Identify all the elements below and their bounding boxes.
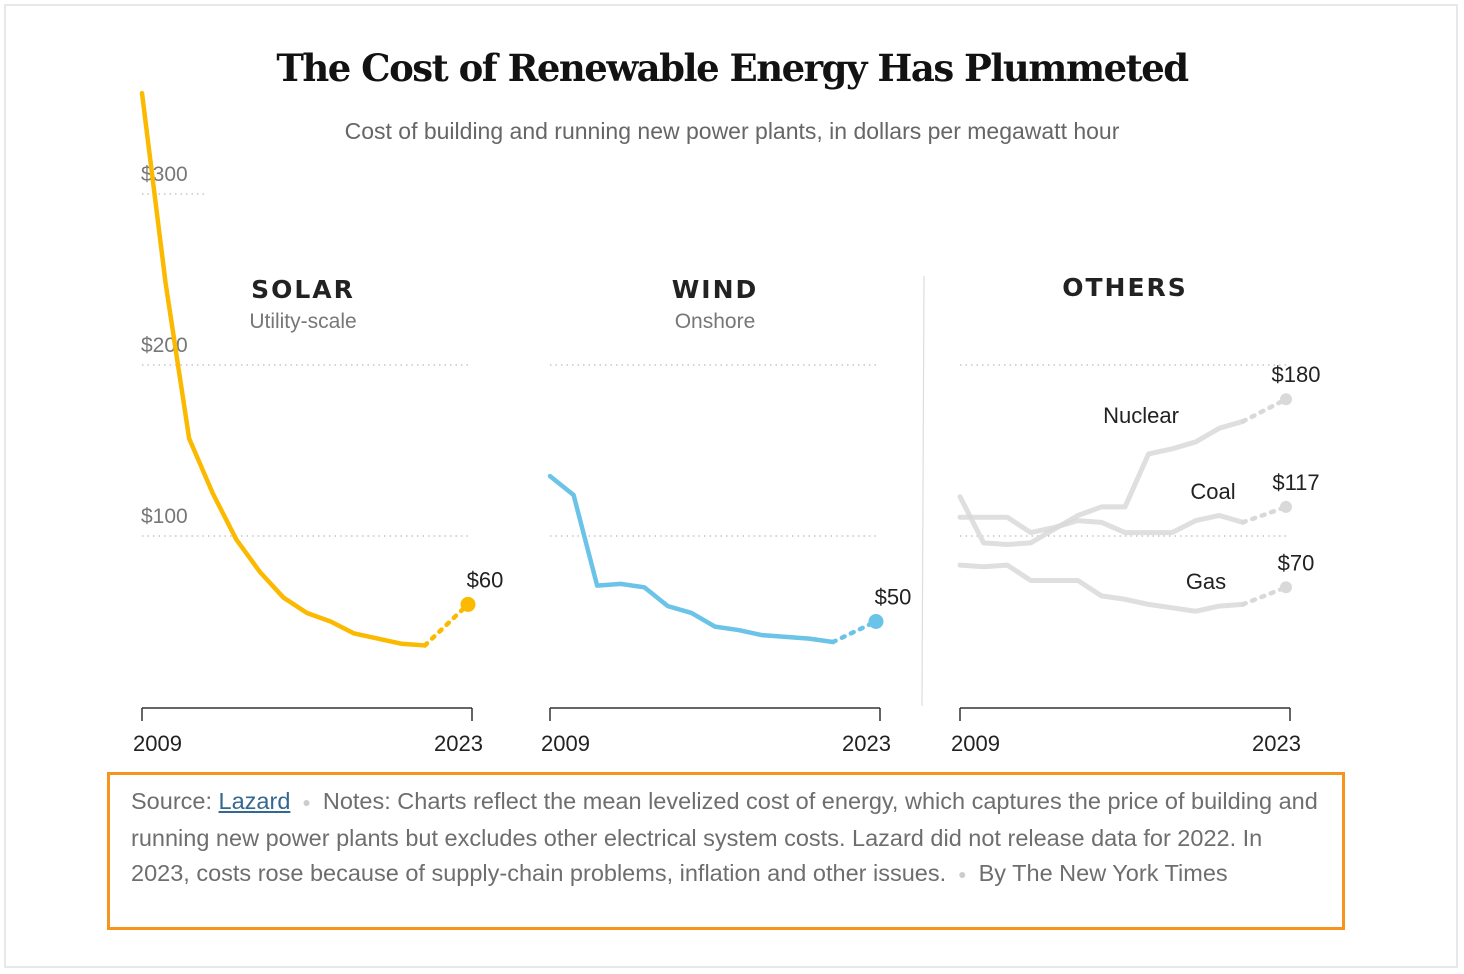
y-tick-label: $300 — [141, 163, 188, 186]
x-tick-label: 2009 — [541, 731, 590, 756]
panel-title: WIND — [672, 275, 759, 304]
y-tick-label: $200 — [141, 334, 188, 357]
x-tick-label: 2023 — [1252, 731, 1301, 756]
series-line-wind — [547, 473, 836, 645]
y-tick-label: $100 — [141, 505, 188, 528]
series-projection-dotted — [1240, 504, 1289, 525]
panel-subtitle: Utility-scale — [249, 310, 356, 333]
end-value-label: $117 — [1272, 470, 1319, 495]
panel-title: OTHERS — [1062, 273, 1188, 302]
endpoint-marker — [460, 596, 476, 612]
endpoint-marker — [1280, 581, 1292, 594]
chart-frame — [4, 4, 1458, 968]
series-line-coal — [957, 512, 1246, 536]
series-line-gas — [957, 562, 1246, 614]
series-name-label: Nuclear — [1103, 403, 1179, 428]
source-label: Source: — [131, 788, 212, 814]
series-name-label: Coal — [1190, 479, 1235, 504]
end-value-label: $50 — [875, 585, 912, 610]
endpoint-marker — [868, 614, 884, 629]
x-tick-label: 2009 — [133, 731, 182, 756]
end-value-label: $70 — [1278, 550, 1315, 575]
notes-text: Notes: Charts reflect the mean levelized… — [131, 788, 1318, 887]
end-value-label: $180 — [1272, 362, 1321, 387]
chart-title: The Cost of Renewable Energy Has Plummet… — [276, 46, 1189, 90]
endpoint-marker — [1280, 393, 1292, 406]
footer-notes: Source: Lazard ● Notes: Charts reflect the… — [107, 772, 1345, 930]
separator-dot: ● — [958, 866, 967, 883]
end-value-label: $60 — [467, 567, 504, 592]
x-tick-label: 2023 — [434, 731, 483, 756]
panel-divider — [921, 275, 925, 707]
series-projection-dotted — [830, 619, 879, 645]
series-projection-dotted — [1240, 396, 1289, 424]
series-name-label: Gas — [1186, 569, 1226, 594]
series-line-nuclear — [957, 418, 1246, 548]
series-projection-dotted — [422, 602, 471, 648]
source-link[interactable]: Lazard — [218, 788, 291, 814]
x-tick-label: 2023 — [842, 731, 891, 756]
endpoint-marker — [1280, 500, 1292, 513]
byline: By The New York Times — [978, 860, 1228, 887]
panel-subtitle: Onshore — [675, 310, 756, 333]
separator-dot: ● — [302, 794, 311, 811]
series-projection-dotted — [1240, 585, 1289, 607]
x-tick-label: 2009 — [951, 731, 1000, 756]
chart-subtitle: Cost of building and running new power p… — [344, 118, 1120, 144]
panel-title: SOLAR — [251, 275, 355, 304]
series-line-solar — [139, 90, 428, 648]
